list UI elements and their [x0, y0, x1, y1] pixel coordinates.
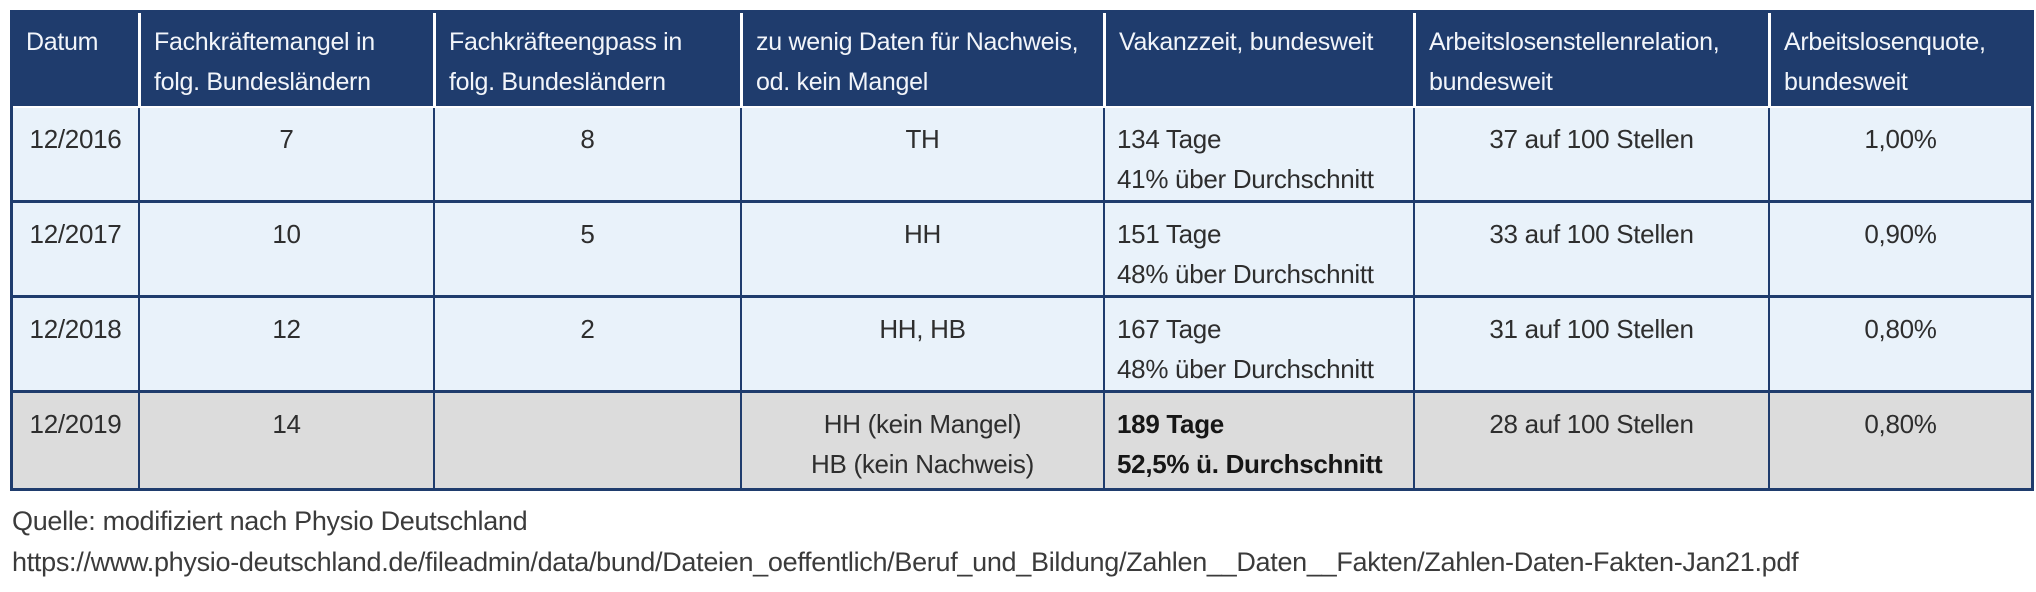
- cell-vakanzzeit: 151 Tage 48% über Durchschnitt: [1103, 203, 1413, 295]
- cell-line: 41% über Durchschnitt: [1117, 164, 1374, 194]
- labour-market-table: Datum Fachkräftemangel in folg. Bundeslä…: [10, 10, 2034, 491]
- table-header-row: Datum Fachkräftemangel in folg. Bundeslä…: [13, 13, 2031, 108]
- source-note: Quelle: modifiziert nach Physio Deutschl…: [12, 506, 528, 536]
- cell-line: HH (kein Mangel): [823, 409, 1022, 439]
- cell-arbeitslosenquote: 0,80%: [1768, 393, 2031, 488]
- cell-arbeitslosenstellenrelation: 37 auf 100 Stellen: [1413, 108, 1768, 200]
- cell-fachkraefteengpass: 8: [433, 108, 740, 200]
- cell-line: HH, HB: [879, 314, 966, 344]
- table-row-12-2019: 12/2019 14 HH (kein Mangel) HB (kein Nac…: [13, 393, 2031, 488]
- table-row-12-2017: 12/2017 10 5 HH 151 Tage 48% über Durchs…: [13, 203, 2031, 298]
- table-row-12-2018: 12/2018 12 2 HH, HB 167 Tage 48% über Du…: [13, 298, 2031, 393]
- column-header-arbeitslosenquote: Arbeitslosenquote, bundesweit: [1768, 13, 2031, 106]
- cell-line: 151 Tage: [1117, 219, 1222, 249]
- source-block: Quelle: modifiziert nach Physio Deutschl…: [12, 501, 2036, 583]
- column-header-zu-wenig-daten: zu wenig Daten für Nachweis, od. kein Ma…: [740, 13, 1103, 106]
- cell-line: 134 Tage: [1117, 124, 1222, 154]
- cell-fachkraefteengpass: 5: [433, 203, 740, 295]
- cell-line: 52,5% ü. Durchschnitt: [1117, 449, 1383, 479]
- cell-line: HH: [904, 219, 941, 249]
- cell-line: TH: [905, 124, 940, 154]
- column-header-fachkraeftemangel: Fachkräftemangel in folg. Bundesländern: [138, 13, 433, 106]
- cell-fachkraefteengpass: 2: [433, 298, 740, 390]
- source-url: https://www.physio-deutschland.de/filead…: [12, 547, 1799, 577]
- cell-line: 167 Tage: [1117, 314, 1222, 344]
- cell-arbeitslosenstellenrelation: 33 auf 100 Stellen: [1413, 203, 1768, 295]
- cell-arbeitslosenquote: 0,90%: [1768, 203, 2031, 295]
- cell-fachkraeftemangel: 10: [138, 203, 433, 295]
- cell-datum: 12/2017: [29, 219, 122, 249]
- cell-vakanzzeit: 134 Tage 41% über Durchschnitt: [1103, 108, 1413, 200]
- cell-datum: 12/2016: [29, 124, 122, 154]
- cell-fachkraeftemangel: 14: [138, 393, 433, 488]
- cell-zu-wenig-daten: HH, HB: [740, 298, 1103, 390]
- column-header-vakanzzeit: Vakanzzeit, bundesweit: [1103, 13, 1413, 106]
- cell-arbeitslosenstellenrelation: 31 auf 100 Stellen: [1413, 298, 1768, 390]
- cell-vakanzzeit: 167 Tage 48% über Durchschnitt: [1103, 298, 1413, 390]
- cell-fachkraeftemangel: 12: [138, 298, 433, 390]
- cell-zu-wenig-daten: HH: [740, 203, 1103, 295]
- cell-datum: 12/2018: [29, 314, 122, 344]
- cell-arbeitslosenquote: 1,00%: [1768, 108, 2031, 200]
- cell-fachkraeftemangel: 7: [138, 108, 433, 200]
- cell-arbeitslosenstellenrelation: 28 auf 100 Stellen: [1413, 393, 1768, 488]
- cell-line: HB (kein Nachweis): [811, 449, 1034, 479]
- cell-line: 48% über Durchschnitt: [1117, 354, 1374, 384]
- cell-zu-wenig-daten: TH: [740, 108, 1103, 200]
- cell-line: 189 Tage: [1117, 409, 1224, 439]
- cell-vakanzzeit: 189 Tage 52,5% ü. Durchschnitt: [1103, 393, 1413, 488]
- cell-line: 48% über Durchschnitt: [1117, 259, 1374, 289]
- column-header-fachkraefteengpass: Fachkräfteengpass in folg. Bundesländern: [433, 13, 740, 106]
- column-header-datum: Datum: [26, 28, 99, 56]
- cell-datum: 12/2019: [29, 409, 122, 439]
- cell-zu-wenig-daten: HH (kein Mangel) HB (kein Nachweis): [740, 393, 1103, 488]
- column-header-arbeitslosenstellenrelation: Arbeitslosenstellenrelation, bundesweit: [1413, 13, 1768, 106]
- table-row-12-2016: 12/2016 7 8 TH 134 Tage 41% über Durchsc…: [13, 108, 2031, 203]
- cell-fachkraefteengpass: [433, 393, 740, 488]
- cell-arbeitslosenquote: 0,80%: [1768, 298, 2031, 390]
